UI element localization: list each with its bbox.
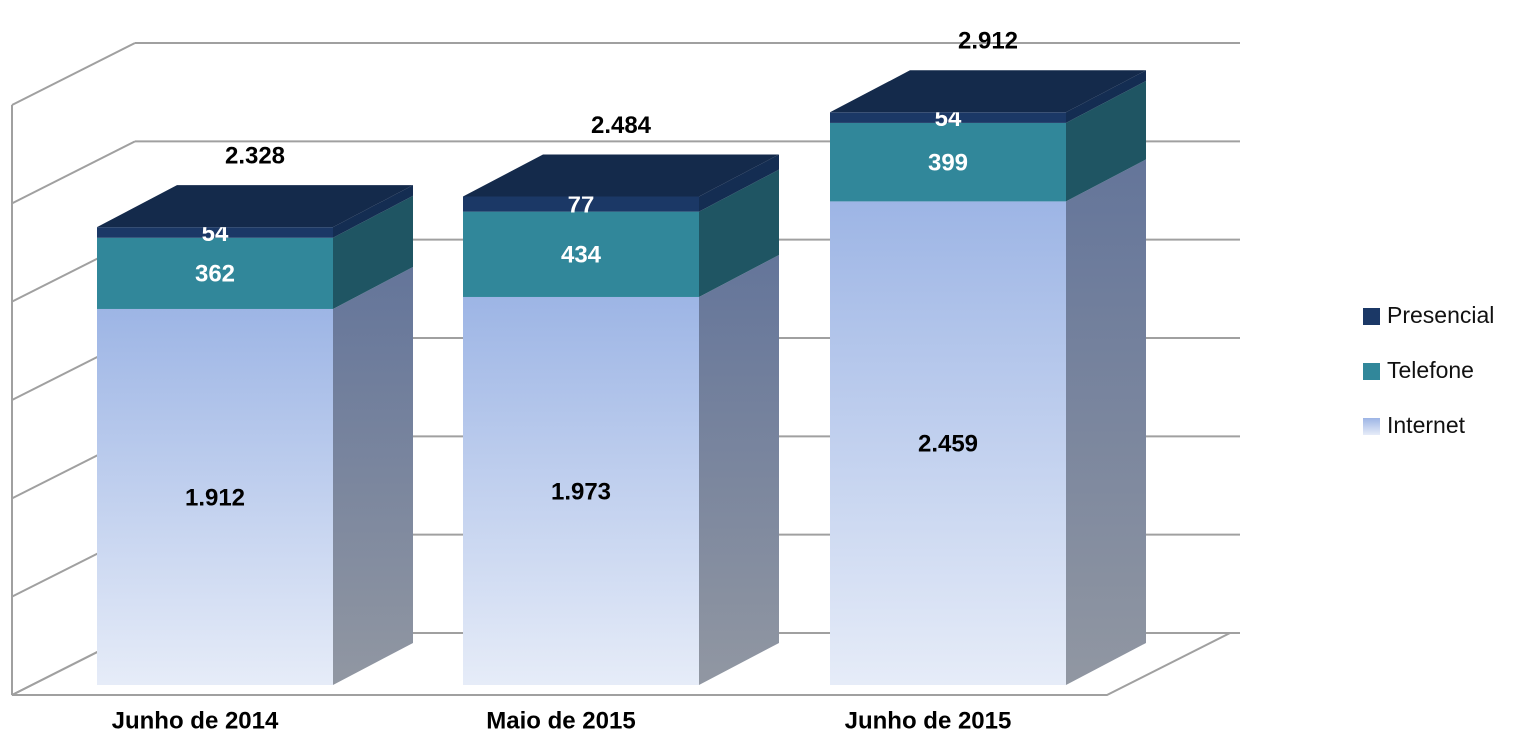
legend-swatch (1363, 418, 1380, 435)
legend-label: Presencial (1387, 302, 1494, 328)
grid-line-side (11, 42, 136, 106)
legend-swatch (1363, 363, 1380, 380)
data-label: 1.912 (185, 484, 245, 511)
bar (463, 296, 699, 685)
bar-side (1066, 80, 1146, 202)
total-label: 2.912 (958, 28, 1018, 55)
total-label: 2.484 (591, 112, 652, 139)
bar (830, 122, 1066, 202)
bar (97, 237, 333, 309)
data-label: 362 (195, 261, 235, 288)
bar-side (1066, 159, 1146, 685)
data-label: 1.973 (551, 478, 611, 505)
legend-label: Internet (1387, 412, 1466, 438)
data-label: 434 (561, 242, 602, 269)
bar-side (333, 195, 413, 309)
total-label: 2.328 (225, 143, 285, 170)
bar (463, 211, 699, 297)
x-tick-label: Junho de 2015 (845, 707, 1012, 734)
bar-side (699, 254, 779, 685)
bar-side (333, 266, 413, 685)
bar (830, 201, 1066, 685)
bar-side (699, 169, 779, 297)
data-label: 2.459 (918, 431, 978, 458)
bar (97, 308, 333, 685)
bar (463, 196, 699, 212)
x-tick-label: Junho de 2014 (112, 707, 279, 734)
bar-top (463, 154, 779, 197)
legend-swatch (1363, 308, 1380, 325)
bar-side (699, 154, 779, 212)
bar-top (97, 185, 413, 228)
bar-side (1066, 70, 1146, 123)
x-tick-label: Maio de 2015 (486, 707, 635, 734)
data-label: 399 (928, 150, 968, 177)
grid-line-side (11, 140, 136, 205)
bar-top (830, 70, 1146, 113)
legend-label: Telefone (1387, 357, 1474, 383)
bar (97, 227, 333, 238)
bar-side (333, 185, 413, 238)
bar (830, 112, 1066, 123)
